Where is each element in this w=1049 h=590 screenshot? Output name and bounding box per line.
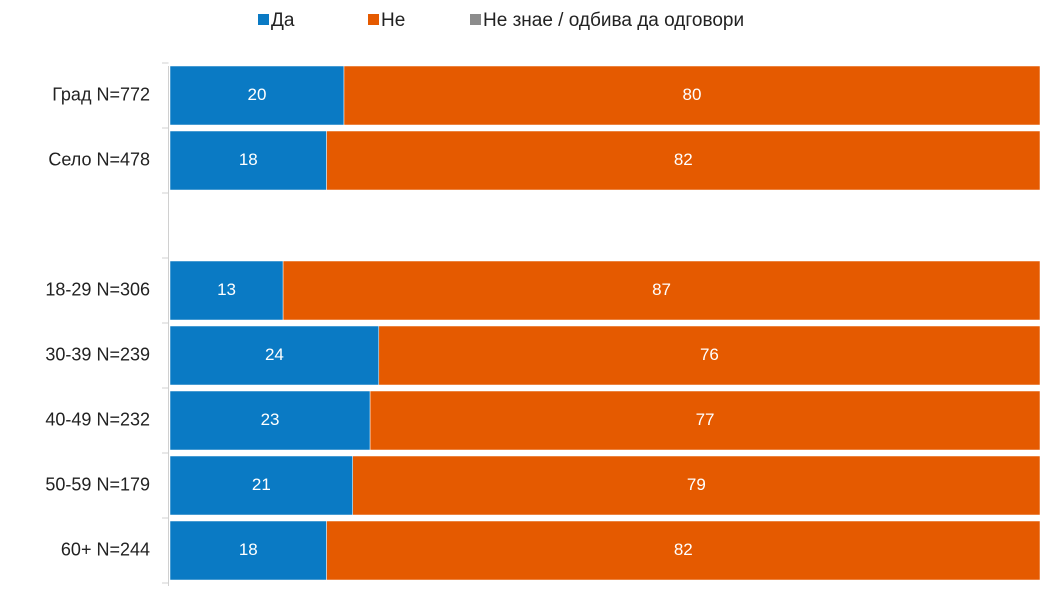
bar-segment: [326, 520, 1041, 581]
legend-swatch: [258, 14, 269, 25]
data-label: 82: [674, 540, 693, 559]
category-label: 50-59 N=179: [45, 474, 150, 494]
bar-segment: [343, 65, 1041, 126]
data-label: 82: [674, 150, 693, 169]
data-label: 18: [239, 150, 258, 169]
data-label: 77: [696, 410, 715, 429]
bar-segment: [169, 130, 327, 191]
category-label: Град N=772: [52, 84, 150, 104]
data-label: 13: [217, 280, 236, 299]
data-label: 79: [687, 475, 706, 494]
bar-segment: [352, 455, 1041, 516]
legend-swatch: [470, 14, 481, 25]
bar-segment: [169, 390, 371, 451]
data-label: 18: [239, 540, 258, 559]
data-label: 76: [700, 345, 719, 364]
bar-segment: [169, 260, 284, 321]
category-label: 40-49 N=232: [45, 409, 150, 429]
legend-label: Не: [381, 10, 405, 31]
category-label: 18-29 N=306: [45, 279, 150, 299]
bar-segment: [169, 455, 353, 516]
category-label: Село N=478: [48, 149, 150, 169]
bar-segment: [378, 325, 1041, 386]
category-label: 30-39 N=239: [45, 344, 150, 364]
bar-segment: [326, 130, 1041, 191]
legend-label: Да: [271, 10, 295, 31]
data-label: 87: [652, 280, 671, 299]
bar-segment: [169, 325, 380, 386]
bar-segment: [282, 260, 1041, 321]
bar-segment: [169, 520, 327, 581]
category-label: 60+ N=244: [61, 539, 150, 559]
bar-segment: [169, 65, 345, 126]
legend-label: Не знае / одбива да одговори: [483, 10, 744, 31]
data-label: 23: [261, 410, 280, 429]
bar-segment: [369, 390, 1041, 451]
legend-swatch: [368, 14, 379, 25]
data-label: 24: [265, 345, 284, 364]
data-label: 20: [248, 85, 267, 104]
data-label: 21: [252, 475, 271, 494]
data-label: 80: [683, 85, 702, 104]
